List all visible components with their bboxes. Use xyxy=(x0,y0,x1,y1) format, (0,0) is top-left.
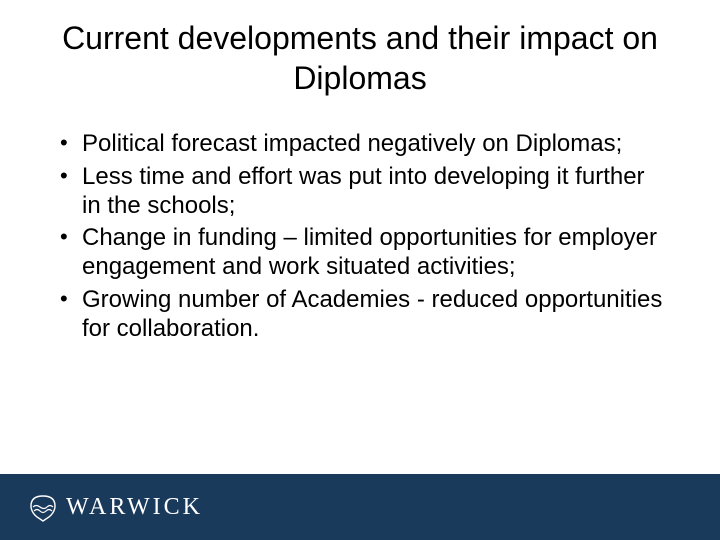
bullet-list: Political forecast impacted negatively o… xyxy=(54,130,666,344)
slide: Current developments and their impact on… xyxy=(0,0,720,540)
bullet-text: Change in funding – limited opportunitie… xyxy=(82,224,657,280)
bullet-text: Political forecast impacted negatively o… xyxy=(82,130,622,157)
bullet-text: Less time and effort was put into develo… xyxy=(82,163,645,219)
bullet-item: Change in funding – limited opportunitie… xyxy=(54,224,666,282)
warwick-logo: WARWICK xyxy=(28,492,203,522)
slide-title: Current developments and their impact on… xyxy=(40,18,680,98)
bullet-item: Political forecast impacted negatively o… xyxy=(54,130,666,159)
bullet-item: Less time and effort was put into develo… xyxy=(54,163,666,221)
warwick-crest-icon xyxy=(28,492,58,522)
bullet-text: Growing number of Academies - reduced op… xyxy=(82,286,662,342)
slide-body: Political forecast impacted negatively o… xyxy=(54,130,666,348)
bullet-item: Growing number of Academies - reduced op… xyxy=(54,286,666,344)
footer-bar: WARWICK xyxy=(0,474,720,540)
warwick-logo-text: WARWICK xyxy=(66,494,203,521)
